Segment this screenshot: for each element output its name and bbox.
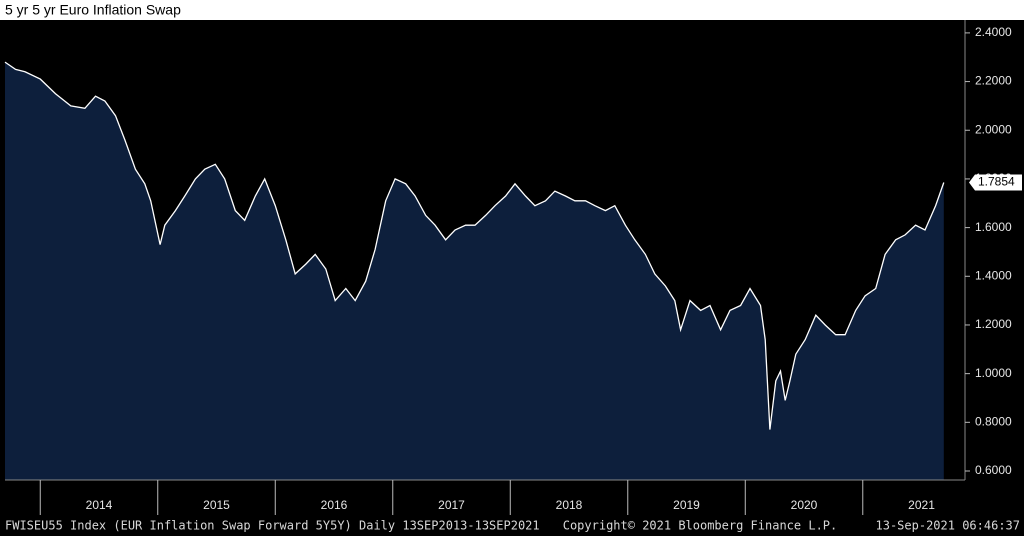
- x-tick-label: 2019: [673, 498, 700, 512]
- x-tick-label: 2014: [86, 498, 113, 512]
- y-tick-label: 2.2000: [975, 74, 1012, 88]
- footer-left: FWISEU55 Index (EUR Inflation Swap Forwa…: [5, 519, 540, 533]
- last-value-label: 1.7854: [978, 175, 1015, 189]
- y-tick-label: 1.2000: [975, 317, 1012, 331]
- line: [4, 61, 945, 430]
- plot: [4, 61, 945, 480]
- y-tick-label: 0.6000: [975, 463, 1012, 477]
- x-tick-label: 2018: [556, 498, 583, 512]
- footer-center: Copyright© 2021 Bloomberg Finance L.P.: [563, 519, 838, 533]
- footer-right: 13-Sep-2021 06:46:37: [876, 519, 1021, 533]
- y-tick-label: 2.0000: [975, 122, 1012, 136]
- x-tick-label: 2021: [908, 498, 935, 512]
- area-fill: [5, 62, 944, 480]
- y-tick-label: 1.4000: [975, 268, 1012, 282]
- x-tick-label: 2016: [321, 498, 348, 512]
- last-value-tag: [969, 174, 1022, 191]
- title-bar: [0, 0, 1024, 20]
- y-tick-label: 1.0000: [975, 366, 1012, 380]
- y-tick-label: 1.6000: [975, 220, 1012, 234]
- y-tick-label: 2.4000: [975, 25, 1012, 39]
- x-tick-label: 2017: [438, 498, 465, 512]
- y-tick-label: 0.8000: [975, 414, 1012, 428]
- chart-title: 5 yr 5 yr Euro Inflation Swap: [5, 2, 181, 18]
- x-tick-label: 2015: [203, 498, 230, 512]
- x-tick-label: 2020: [791, 498, 818, 512]
